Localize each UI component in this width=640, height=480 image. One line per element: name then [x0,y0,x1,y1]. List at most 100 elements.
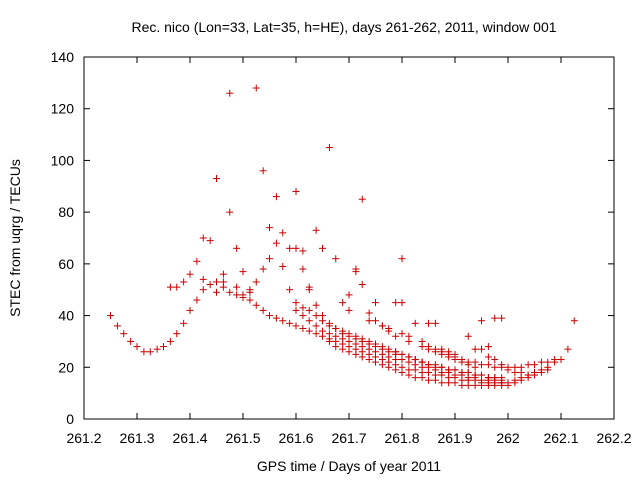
data-point [233,283,241,291]
data-point [252,84,260,92]
y-tick-label: 80 [58,204,74,220]
data-point [551,356,559,364]
data-point [339,335,347,343]
data-point [411,319,419,327]
data-point [392,348,400,356]
data-point [411,374,419,382]
data-point [292,299,300,307]
data-point [186,306,194,314]
data-point [372,299,379,307]
data-point [425,319,432,327]
data-point [239,291,247,299]
data-point [272,314,280,322]
data-point [378,361,386,369]
data-point [478,361,485,369]
data-point [517,376,525,384]
data-point [471,345,479,353]
data-point [226,288,234,296]
x-tick-label: 261.7 [331,430,366,446]
data-point [385,353,393,361]
data-point [570,317,578,325]
data-point [193,257,201,265]
data-point [491,363,499,371]
data-point [219,270,227,278]
data-point [478,317,485,325]
data-point [464,358,472,366]
data-point [305,306,313,314]
data-point [160,343,167,351]
data-point [193,296,201,304]
data-point [498,381,506,389]
data-point [405,371,413,379]
data-point [252,301,260,309]
data-point [166,283,174,291]
data-point [431,319,439,327]
data-point [392,366,400,374]
data-point [279,229,287,237]
data-point [299,304,307,312]
data-point [259,265,267,273]
data-point [471,374,479,382]
data-point [405,353,413,361]
data-point [286,286,294,294]
y-tick-label: 20 [58,359,74,375]
data-point [484,343,492,351]
data-point [531,371,538,379]
data-point [425,376,432,384]
data-point [332,255,340,263]
data-point [206,281,214,289]
data-point [385,325,393,332]
data-point [246,286,254,294]
data-point [372,348,379,356]
y-tick-label: 100 [51,152,75,168]
data-point [511,379,519,387]
data-point [352,268,360,276]
data-point [252,278,260,286]
chart-title: Rec. nico (Lon=33, Lat=35, h=HE), days 2… [131,19,556,35]
data-point [127,337,135,345]
data-point [398,299,406,307]
data-point [286,244,294,252]
data-point [524,361,532,369]
data-point [365,317,373,325]
data-point [398,255,406,263]
data-point [266,255,273,263]
data-point [491,381,499,389]
data-point [166,337,174,345]
data-point [319,244,326,252]
data-point [339,345,347,353]
data-point [180,278,188,286]
data-point [345,337,353,345]
data-point [425,363,432,371]
data-point [398,330,406,338]
data-point [352,340,360,348]
data-point [385,363,393,371]
data-point [524,371,532,379]
data-point [345,306,353,314]
data-point [345,291,353,299]
data-point [431,366,439,374]
x-tick-label: 262.2 [596,430,631,446]
data-point [411,356,419,364]
y-tick-label: 0 [66,411,74,427]
data-point [113,322,121,330]
data-point [226,208,234,216]
data-point [312,322,320,330]
data-point [246,296,254,304]
data-point [392,332,400,340]
data-point [292,306,300,314]
x-tick-label: 261.8 [384,430,419,446]
y-tick-label: 140 [51,49,75,65]
data-point [464,374,472,382]
data-point [279,262,287,270]
data-point [537,358,545,366]
data-point [312,226,320,234]
data-point [458,371,466,379]
data-point [272,239,280,247]
data-point [564,345,572,353]
data-point [418,374,426,382]
data-point [213,288,220,296]
data-point [146,348,154,356]
data-point [299,265,307,273]
y-tick-label: 40 [58,308,74,324]
